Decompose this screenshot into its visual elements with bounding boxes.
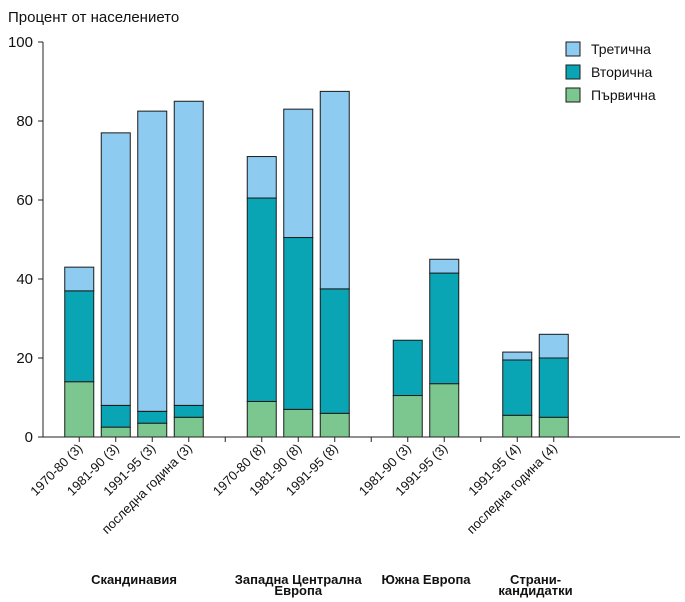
bar-segment-Вторична <box>246 197 277 402</box>
group-label: Западна Централна <box>235 572 363 587</box>
bar-segment-Вторична <box>137 410 168 424</box>
group-label: кандидатки <box>498 583 572 598</box>
group-label: Скандинавия <box>91 572 177 587</box>
bar-segment-Третична <box>137 110 168 412</box>
y-tick-label: 80 <box>16 113 33 130</box>
bar-segment-Третична <box>429 258 460 274</box>
bar-segment-Третична <box>538 333 569 359</box>
bar-segment-Вторична <box>392 339 423 397</box>
bar-segment-Първична <box>392 395 423 438</box>
legend-label: Първична <box>591 87 656 103</box>
bar-segment-Първична <box>538 416 569 438</box>
bar-segment-Третична <box>246 156 277 199</box>
legend-label: Третична <box>591 41 651 57</box>
bar-segment-Първична <box>100 426 131 438</box>
y-axis-title: Процент от населението <box>8 9 179 26</box>
bar-segment-Третична <box>502 351 533 361</box>
bar-segment-Първична <box>64 381 95 438</box>
bar-segment-Първична <box>173 416 204 438</box>
bar-segment-Вторична <box>319 288 350 414</box>
bar-segment-Вторична <box>502 359 533 416</box>
bar-segment-Третична <box>319 90 350 290</box>
group-label: Южна Европа <box>381 572 471 587</box>
bar-segment-Третична <box>283 108 314 239</box>
bar-segment-Вторична <box>429 272 460 385</box>
bar-segment-Първична <box>283 408 314 438</box>
bar-segment-Първична <box>502 414 533 438</box>
y-tick-label: 60 <box>16 192 33 209</box>
group-label: Европа <box>274 583 322 598</box>
group-label: Страни- <box>510 572 561 587</box>
legend-swatch <box>565 64 581 80</box>
bar-segment-Вторична <box>538 357 569 418</box>
legend-swatch <box>565 87 581 103</box>
bar-segment-Вторична <box>64 290 95 383</box>
y-tick-label: 40 <box>16 271 33 288</box>
bar-segment-Първична <box>319 412 350 438</box>
legend-swatch <box>565 41 581 57</box>
bar-segment-Вторична <box>173 404 204 418</box>
bar-segment-Първична <box>246 400 277 438</box>
y-tick-label: 100 <box>8 34 33 51</box>
bar-segment-Третична <box>100 132 131 406</box>
bar-segment-Вторична <box>100 404 131 428</box>
bar-segment-Третична <box>64 266 95 292</box>
y-tick-label: 0 <box>25 429 33 446</box>
bar-segment-Първична <box>137 422 168 438</box>
bar-segment-Първична <box>429 383 460 438</box>
y-tick-label: 20 <box>16 350 33 367</box>
bar-segment-Третична <box>173 100 204 406</box>
bar-segment-Вторична <box>283 237 314 410</box>
legend-label: Вторична <box>591 64 653 80</box>
